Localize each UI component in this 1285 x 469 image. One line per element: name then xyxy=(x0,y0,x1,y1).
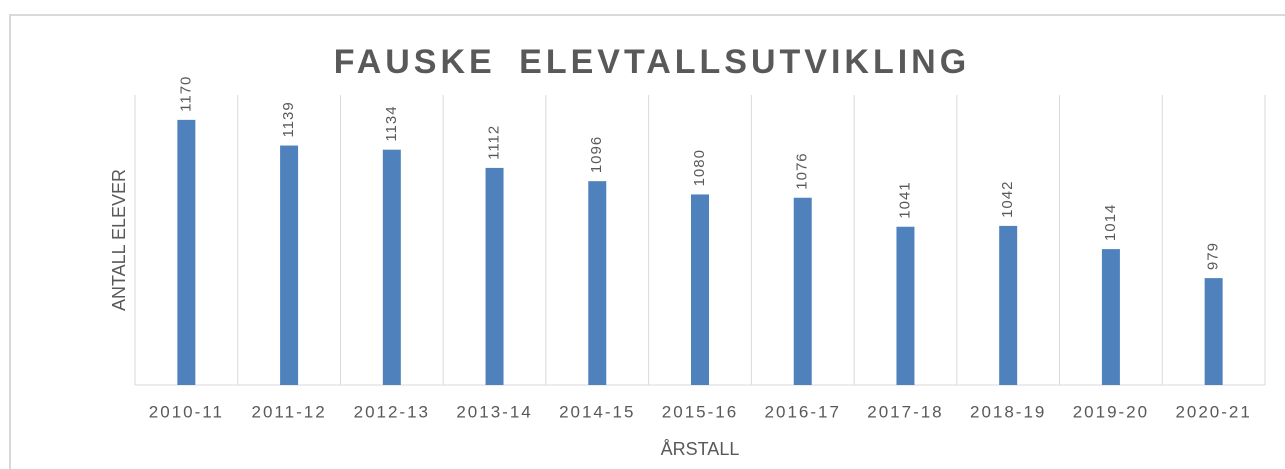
y-axis-label: ANTALL ELEVER xyxy=(109,169,129,311)
data-label: 1076 xyxy=(794,152,811,189)
x-tick-label: 2017-18 xyxy=(867,402,943,421)
x-tick-label: 2020-21 xyxy=(1175,402,1251,421)
bar xyxy=(1101,249,1120,385)
chart-title: FAUSKE ELEVTALLSUTVIKLING xyxy=(334,43,970,81)
x-tick-label: 2013-14 xyxy=(456,402,532,421)
data-label: 979 xyxy=(1205,242,1222,270)
x-tick-label: 2010-11 xyxy=(149,402,224,421)
data-label: 1112 xyxy=(486,125,503,160)
bar xyxy=(999,225,1018,385)
data-label: 1170 xyxy=(177,76,194,112)
bar xyxy=(382,149,401,385)
data-label: 1080 xyxy=(691,149,708,186)
x-tick-label: 2018-19 xyxy=(970,402,1046,421)
data-label: 1134 xyxy=(383,105,400,141)
data-label: 1042 xyxy=(999,181,1016,218)
bar xyxy=(793,197,812,385)
x-tick-label: 2016-17 xyxy=(765,402,841,421)
chart-frame xyxy=(9,14,1285,469)
x-tick-label: 2012-13 xyxy=(354,402,430,421)
data-label: 1041 xyxy=(896,181,913,218)
x-tick-label: 2019-20 xyxy=(1073,402,1149,421)
bar xyxy=(691,194,709,385)
x-tick-label: 2015-16 xyxy=(662,402,738,421)
bar xyxy=(588,181,607,385)
bar xyxy=(896,226,915,385)
data-label: 1096 xyxy=(588,136,605,173)
x-tick-label: 2014-15 xyxy=(559,402,635,421)
bar xyxy=(280,145,299,385)
x-tick-label: 2011-12 xyxy=(252,402,327,421)
bar xyxy=(177,119,196,385)
x-axis-label: ÅRSTALL xyxy=(661,439,740,459)
data-label: 1139 xyxy=(280,101,297,137)
bar xyxy=(485,167,504,385)
bar xyxy=(1204,278,1223,385)
data-label: 1014 xyxy=(1102,204,1119,241)
